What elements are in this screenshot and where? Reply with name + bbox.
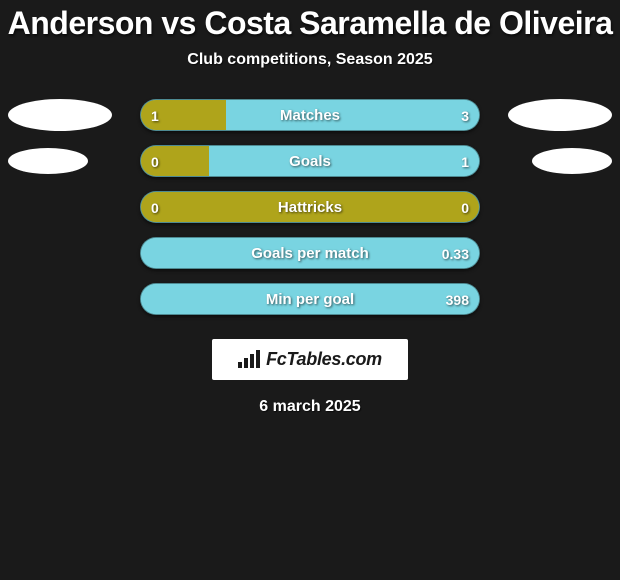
stat-bar-right [226,100,480,130]
player-right-avatar [508,99,612,131]
stat-value-right: 0.33 [442,238,469,268]
stat-value-right: 3 [461,100,469,130]
stat-row: 398Min per goal [0,283,620,315]
stat-row: 01Goals [0,145,620,177]
stats-rows: 13Matches01Goals00Hattricks0.33Goals per… [0,99,620,315]
branding-bars-icon [238,350,260,368]
stat-bar-track: 0.33Goals per match [140,237,480,269]
date-line: 6 march 2025 [0,398,620,416]
stat-bar-track: 00Hattricks [140,191,480,223]
stat-bar-left [141,192,479,222]
stat-bar-right [141,284,479,314]
page-title: Anderson vs Costa Saramella de Oliveira [0,0,620,41]
stat-value-left: 0 [151,146,159,176]
branding-text: FcTables.com [266,349,382,369]
branding-badge: FcTables.com [212,339,408,380]
stat-bar-right [209,146,479,176]
player-left-avatar [8,99,112,131]
stat-bar-right [141,238,479,268]
stat-value-left: 0 [151,192,159,222]
stat-bar-track: 01Goals [140,145,480,177]
stat-bar-track: 13Matches [140,99,480,131]
player-right-avatar [532,148,612,174]
stat-value-right: 1 [461,146,469,176]
stat-row: 00Hattricks [0,191,620,223]
stat-row: 13Matches [0,99,620,131]
player-left-avatar [8,148,88,174]
stat-value-right: 398 [446,284,469,314]
stat-bar-track: 398Min per goal [140,283,480,315]
subtitle: Club competitions, Season 2025 [0,51,620,69]
stat-value-left: 1 [151,100,159,130]
stat-value-right: 0 [461,192,469,222]
stat-row: 0.33Goals per match [0,237,620,269]
